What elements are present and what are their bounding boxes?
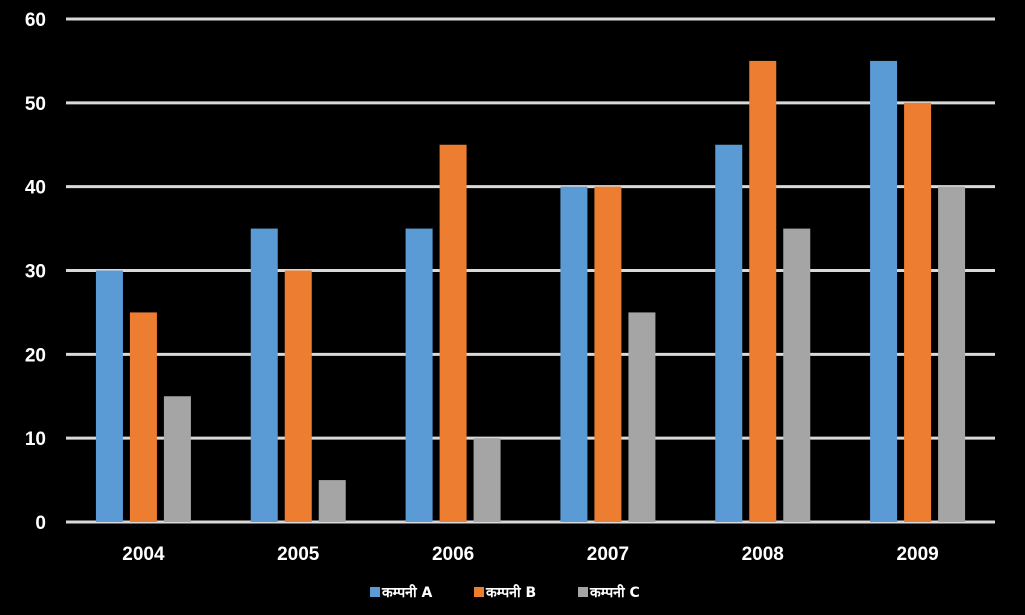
bar-2009-series-3 xyxy=(938,186,966,522)
bar-2004-series-3 xyxy=(163,396,191,522)
x-tick-label: 2007 xyxy=(587,544,629,565)
x-tick-label: 2008 xyxy=(742,544,784,565)
x-tick-label: 2005 xyxy=(277,544,320,565)
bar-2008-series-3 xyxy=(783,228,811,523)
x-tick-label: 2006 xyxy=(432,544,474,565)
bar-2008-series-2 xyxy=(749,60,777,523)
bar-2007-series-1 xyxy=(560,186,588,522)
y-tick-label: 0 xyxy=(35,513,46,534)
y-tick-label: 30 xyxy=(25,262,46,283)
legend-swatch xyxy=(578,587,588,597)
legend-label: कम्पनी A xyxy=(381,584,432,601)
y-tick-label: 40 xyxy=(25,178,46,199)
y-tick-label: 10 xyxy=(25,429,46,450)
bar-2005-series-3 xyxy=(318,480,346,522)
x-tick-label: 2004 xyxy=(122,544,165,565)
legend-label: कम्पनी C xyxy=(589,584,640,601)
legend-swatch xyxy=(370,587,380,597)
bar-2008-series-1 xyxy=(715,144,743,522)
bar-2005-series-2 xyxy=(284,270,312,522)
bar-2004-series-1 xyxy=(95,270,123,522)
y-axis-ticks: 0 10 20 30 40 50 60 xyxy=(25,10,46,534)
x-axis-ticks: 2004 2005 2006 2007 2008 2009 xyxy=(122,544,938,565)
bar-2005-series-1 xyxy=(250,228,278,523)
bar-2007-series-2 xyxy=(594,186,622,522)
legend-swatch xyxy=(474,587,484,597)
bar-2006-series-2 xyxy=(439,144,467,522)
bars xyxy=(95,60,966,523)
bar-2009-series-2 xyxy=(904,102,932,522)
y-tick-label: 50 xyxy=(25,94,46,115)
y-tick-label: 60 xyxy=(25,10,46,31)
legend: कम्पनी A कम्पनी B कम्पनी C xyxy=(370,584,640,601)
x-tick-label: 2009 xyxy=(896,544,938,565)
gridlines xyxy=(66,17,995,524)
bar-2006-series-3 xyxy=(473,438,501,522)
y-tick-label: 20 xyxy=(25,345,46,366)
bar-2007-series-3 xyxy=(628,312,656,522)
legend-label: कम्पनी B xyxy=(485,584,536,601)
bar-2004-series-2 xyxy=(129,312,157,522)
bar-2009-series-1 xyxy=(870,60,898,523)
bar-2006-series-1 xyxy=(405,228,433,523)
